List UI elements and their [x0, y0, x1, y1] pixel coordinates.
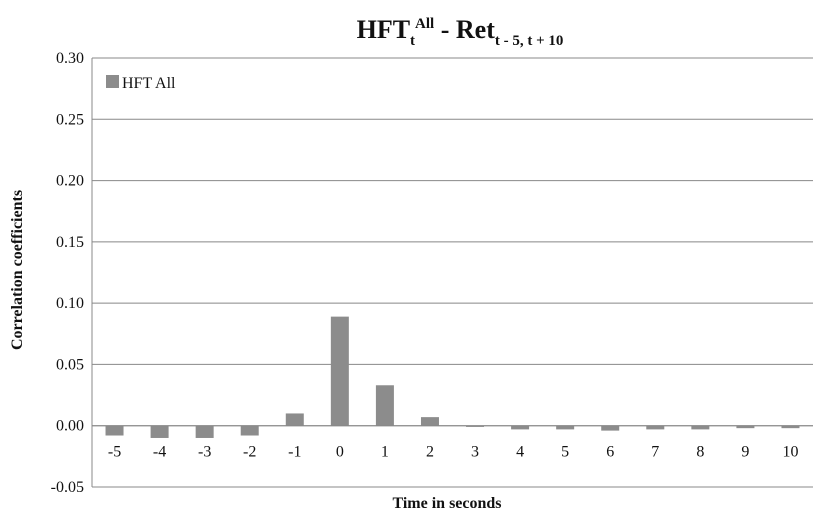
legend: HFT All	[106, 75, 176, 92]
chart-title-dash: - Ret	[434, 15, 495, 44]
x-tick-label: 8	[696, 444, 704, 461]
x-tick-label: 3	[471, 444, 479, 461]
bar--3	[195, 425, 214, 438]
chart-title-subscript: t	[410, 33, 415, 49]
x-tick-label: 5	[561, 444, 569, 461]
chart-title-main: HFT	[357, 15, 410, 44]
x-tick-label: 1	[381, 444, 389, 461]
x-axis-title: Time in seconds	[392, 495, 501, 512]
y-tick-label: 0.00	[56, 418, 84, 435]
y-tick-label: 0.10	[56, 295, 84, 312]
chart-title-range: t - 5, t + 10	[495, 33, 564, 49]
y-tick-label: 0.30	[56, 50, 84, 67]
bars	[105, 316, 800, 438]
x-tick-label: 6	[606, 444, 614, 461]
y-tick-label: 0.25	[56, 111, 84, 128]
bar--4	[150, 425, 169, 438]
x-axis-ticks: -5 -4 -3 -2 -1 0 1 2 3 4 5 6 7 8 9 10	[108, 444, 799, 461]
y-tick-label: -0.05	[51, 479, 84, 496]
bar--1	[285, 413, 304, 426]
x-tick-label: 9	[741, 444, 749, 461]
y-axis-ticks: -0.05 0.00 0.05 0.10 0.15 0.20 0.25 0.30	[51, 50, 84, 496]
bar-6	[601, 425, 620, 431]
bar-1	[375, 385, 394, 426]
bar-7	[646, 425, 665, 430]
bar-8	[691, 425, 710, 430]
bar-4	[511, 425, 530, 430]
legend-swatch	[106, 75, 119, 88]
x-tick-label: 4	[516, 444, 524, 461]
x-tick-label: -1	[288, 444, 301, 461]
y-axis-title: Correlation coefficients	[9, 190, 26, 350]
chart-title: HFTtAll - Rett - 5, t + 10	[357, 15, 564, 49]
bar-3	[466, 425, 485, 427]
x-tick-label: -4	[153, 444, 166, 461]
x-tick-label: 0	[336, 444, 344, 461]
y-tick-label: 0.20	[56, 173, 84, 190]
legend-label: HFT All	[122, 75, 176, 92]
bar-2	[420, 417, 439, 426]
bar-0	[330, 316, 349, 426]
y-tick-label: 0.05	[56, 356, 84, 373]
bar-9	[736, 425, 755, 429]
x-tick-label: 7	[651, 444, 659, 461]
y-tick-label: 0.15	[56, 234, 84, 251]
bar--5	[105, 425, 124, 436]
x-tick-label: 10	[782, 444, 798, 461]
x-tick-label: -2	[243, 444, 256, 461]
gridlines	[92, 57, 813, 488]
x-tick-label: -5	[108, 444, 121, 461]
bar--2	[240, 425, 259, 436]
bar-5	[556, 425, 575, 430]
x-tick-label: -3	[198, 444, 211, 461]
bar-10	[781, 425, 800, 429]
chart-title-superscript: All	[415, 16, 434, 32]
x-tick-label: 2	[426, 444, 434, 461]
